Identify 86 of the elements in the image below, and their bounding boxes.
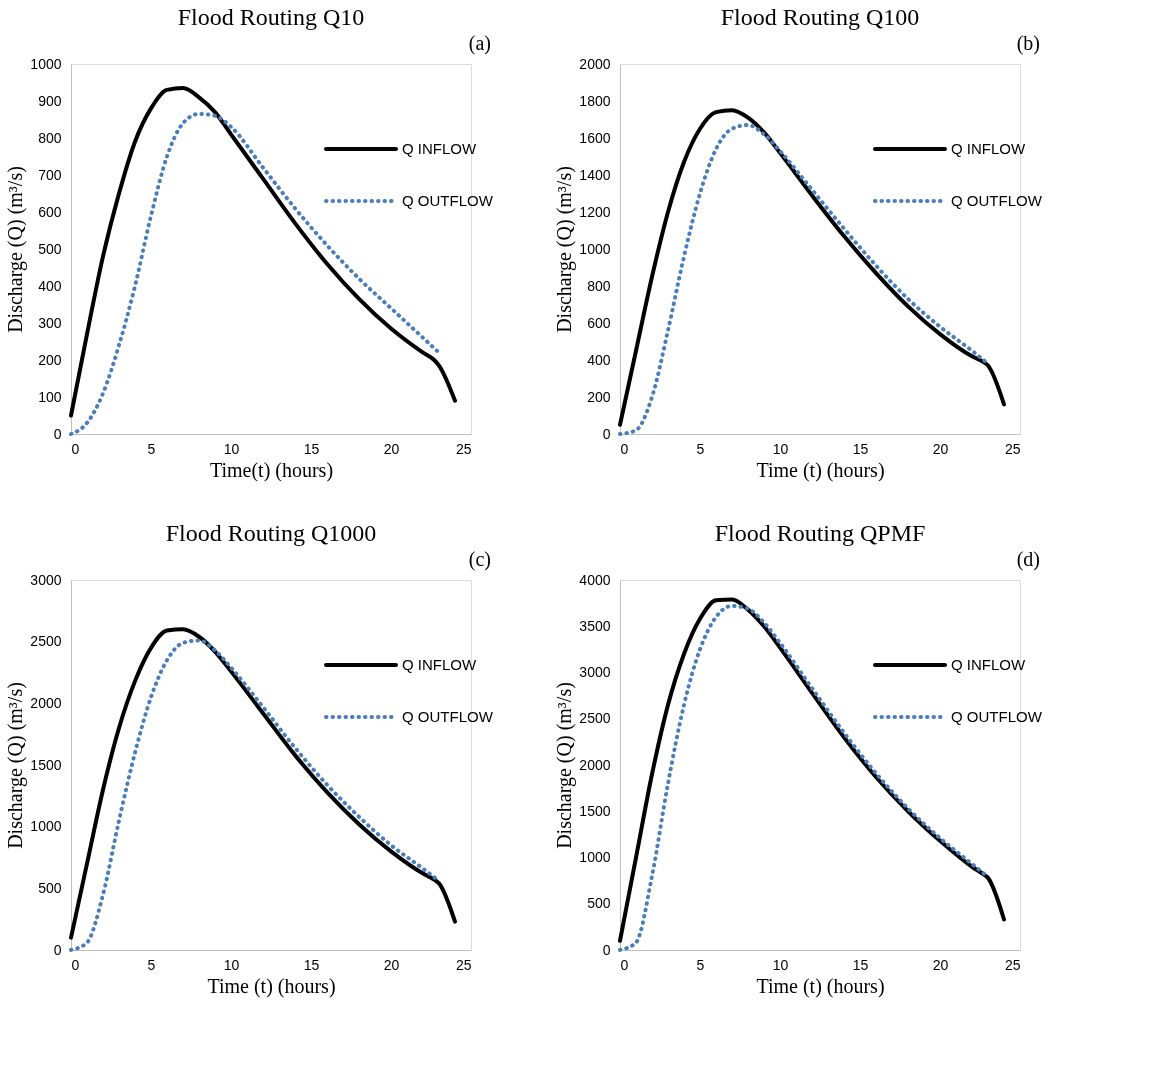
x-tick-label: 20 bbox=[932, 440, 949, 457]
y-tick-label: 800 bbox=[38, 129, 62, 146]
x-tick-label: 15 bbox=[303, 956, 320, 973]
chart-title: Flood Routing Q100 bbox=[720, 4, 920, 30]
chart-title: Flood Routing Q1000 bbox=[165, 520, 377, 546]
x-tick-label: 25 bbox=[1004, 956, 1021, 973]
text: (b) bbox=[1016, 32, 1040, 55]
chart-title: Flood Routing Q10 bbox=[177, 4, 365, 30]
legend-label: Q OUTFLOW bbox=[951, 192, 1043, 209]
legend-label: Q INFLOW bbox=[402, 140, 478, 157]
y-tick-label: 300 bbox=[38, 314, 62, 331]
y-tick-label: 1500 bbox=[579, 802, 611, 819]
x-tick-label: 25 bbox=[455, 440, 472, 457]
x-tick-label: 5 bbox=[147, 440, 156, 457]
x-tick-label: 20 bbox=[383, 440, 400, 457]
x-tick-label: 5 bbox=[696, 440, 705, 457]
y-tick-label: 0 bbox=[53, 425, 62, 442]
y-tick-label: 4000 bbox=[579, 571, 611, 588]
y-tick-label: 0 bbox=[602, 941, 611, 958]
x-tick-label: 25 bbox=[455, 956, 472, 973]
y-tick-label: 500 bbox=[38, 240, 62, 257]
x-axis-title: Time (t) (hours) bbox=[756, 974, 885, 998]
x-tick-label: 15 bbox=[303, 440, 320, 457]
y-tick-label: 1000 bbox=[579, 240, 611, 257]
y-tick-label: 500 bbox=[38, 879, 62, 896]
y-tick-label: 2000 bbox=[30, 694, 62, 711]
x-tick-label: 10 bbox=[772, 440, 789, 457]
y-tick-label: 2000 bbox=[579, 756, 611, 773]
y-tick-label: 2000 bbox=[579, 55, 611, 72]
x-tick-label: 0 bbox=[620, 956, 629, 973]
y-tick-label: 800 bbox=[587, 277, 611, 294]
y-tick-label: 400 bbox=[38, 277, 62, 294]
legend-label: Q OUTFLOW bbox=[951, 708, 1043, 725]
y-tick-label: 0 bbox=[53, 941, 62, 958]
x-tick-label: 10 bbox=[223, 440, 240, 457]
y-tick-label: 200 bbox=[587, 388, 611, 405]
y-axis-title: Discharge (Q) (m³/s) bbox=[553, 166, 577, 333]
y-tick-label: 3500 bbox=[579, 617, 611, 634]
y-tick-label: 3000 bbox=[30, 571, 62, 588]
legend-label: Q INFLOW bbox=[951, 140, 1027, 157]
y-tick-label: 1500 bbox=[30, 756, 62, 773]
y-tick-label: 500 bbox=[587, 895, 611, 912]
y-tick-label: 1400 bbox=[579, 166, 611, 183]
y-tick-label: 3000 bbox=[579, 664, 611, 680]
y-tick-label: 1000 bbox=[30, 818, 62, 835]
chart-title: Flood Routing QPMF bbox=[714, 520, 926, 546]
text: (d) bbox=[1016, 548, 1040, 571]
y-tick-label: 200 bbox=[38, 351, 62, 368]
text: (c) bbox=[468, 548, 491, 571]
y-tick-label: 600 bbox=[38, 203, 62, 220]
x-tick-label: 25 bbox=[1004, 440, 1021, 457]
x-tick-label: 5 bbox=[696, 956, 705, 973]
x-tick-label: 0 bbox=[71, 440, 80, 457]
y-tick-label: 2500 bbox=[579, 710, 611, 727]
y-tick-label: 700 bbox=[38, 166, 62, 183]
x-axis-title: Time (t) (hours) bbox=[756, 458, 885, 482]
x-tick-label: 10 bbox=[223, 956, 240, 973]
y-tick-label: 600 bbox=[587, 314, 611, 331]
x-tick-label: 15 bbox=[852, 956, 869, 973]
y-tick-label: 1000 bbox=[30, 55, 62, 72]
legend-label: Q OUTFLOW bbox=[402, 192, 494, 209]
y-axis-title: Discharge (Q) (m³/s) bbox=[4, 166, 28, 333]
y-tick-label: 1000 bbox=[579, 849, 611, 865]
x-tick-label: 10 bbox=[772, 956, 789, 973]
y-axis-title: Discharge (Q) (m³/s) bbox=[553, 682, 577, 849]
y-tick-label: 0 bbox=[602, 425, 611, 442]
y-tick-label: 400 bbox=[587, 351, 611, 368]
x-axis-title: Time (t) (hours) bbox=[207, 974, 336, 998]
x-axis-title: Time(t) (hours) bbox=[209, 458, 334, 482]
y-axis-title: Discharge (Q) (m³/s) bbox=[4, 682, 28, 849]
y-tick-label: 2500 bbox=[30, 633, 62, 650]
y-tick-label: 100 bbox=[38, 388, 62, 405]
legend-label: Q INFLOW bbox=[402, 656, 478, 673]
x-tick-label: 20 bbox=[932, 956, 949, 973]
y-tick-label: 1200 bbox=[579, 203, 611, 220]
x-tick-label: 0 bbox=[71, 956, 80, 973]
y-tick-label: 1600 bbox=[579, 129, 611, 146]
x-tick-label: 0 bbox=[620, 440, 629, 457]
y-tick-label: 1800 bbox=[579, 92, 611, 109]
legend-label: Q OUTFLOW bbox=[402, 708, 494, 725]
x-tick-label: 20 bbox=[383, 956, 400, 973]
x-tick-label: 15 bbox=[852, 440, 869, 457]
text: (a) bbox=[468, 32, 491, 55]
legend-label: Q INFLOW bbox=[951, 656, 1027, 673]
y-tick-label: 900 bbox=[38, 92, 62, 109]
x-tick-label: 5 bbox=[147, 956, 156, 973]
